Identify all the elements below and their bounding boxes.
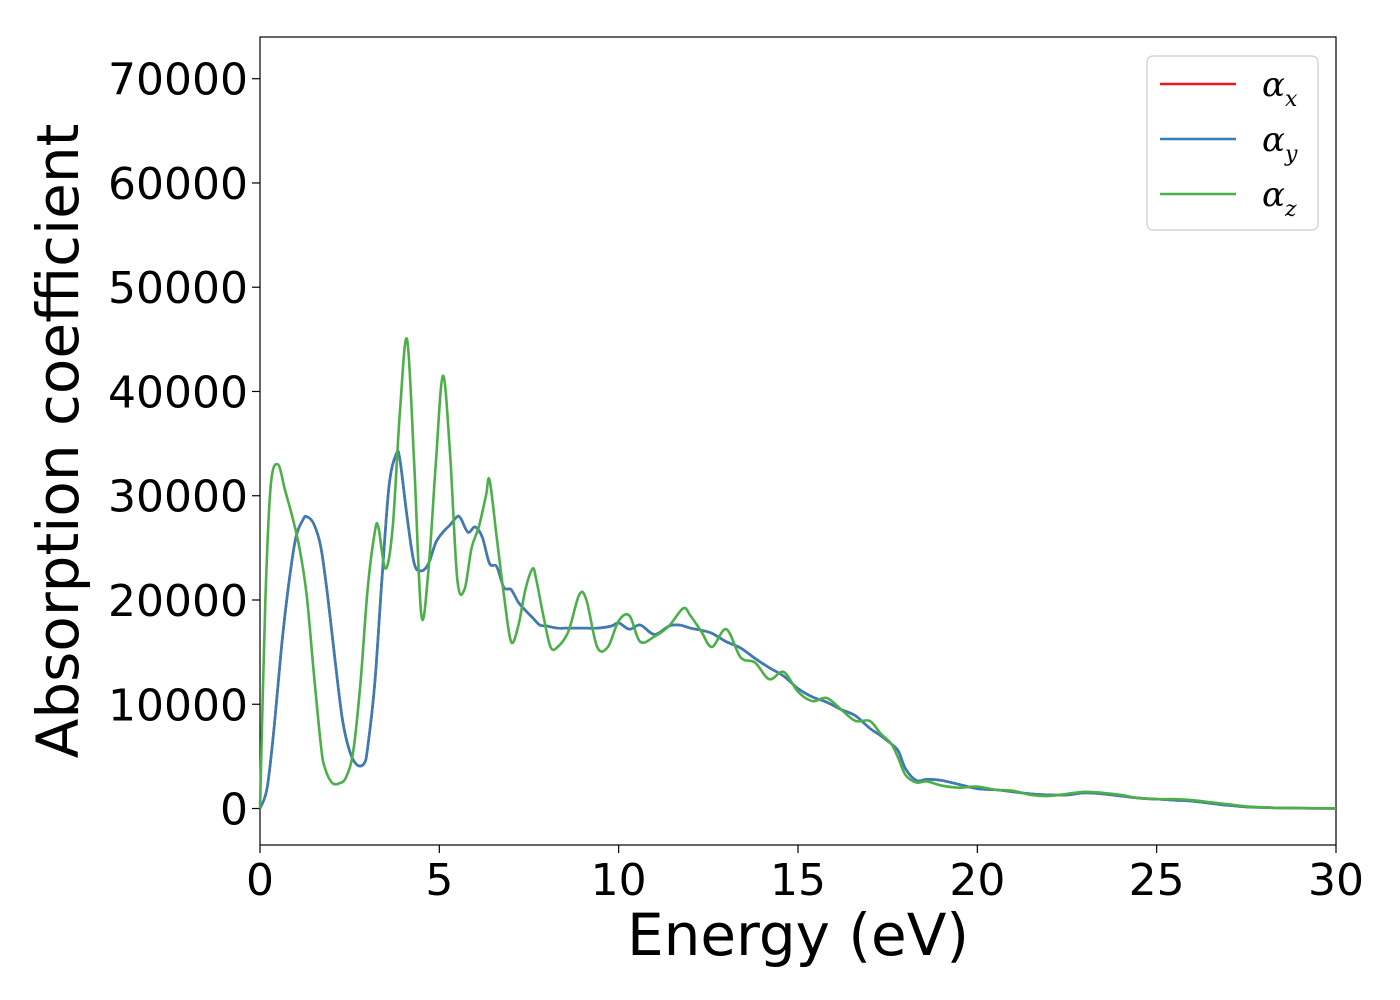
x-axis-title: Energy (eV) bbox=[627, 901, 969, 969]
y-tick-label: 30000 bbox=[108, 472, 248, 523]
series-line-alpha-y bbox=[258, 449, 1337, 810]
y-tick-label: 70000 bbox=[108, 55, 248, 106]
legend: αx αy αz bbox=[1146, 55, 1319, 231]
legend-box bbox=[1146, 55, 1319, 231]
series-line-alpha-x bbox=[258, 449, 1337, 810]
x-tick-label: 10 bbox=[591, 855, 647, 906]
y-tick-label: 60000 bbox=[108, 159, 248, 210]
series-layer bbox=[258, 337, 1337, 810]
x-tick-label: 20 bbox=[949, 855, 1005, 906]
x-tick-label: 5 bbox=[425, 855, 453, 906]
y-tick-label: 20000 bbox=[108, 576, 248, 627]
legend-label-alpha-y: αy bbox=[1262, 120, 1298, 167]
x-tick-label: 25 bbox=[1129, 855, 1185, 906]
x-tick-label: 15 bbox=[770, 855, 826, 906]
y-tick-label: 40000 bbox=[108, 367, 248, 418]
legend-label-alpha-x: αx bbox=[1262, 65, 1298, 112]
y-axis-ticks: 0 10000 20000 30000 40000 50000 60000 70000 bbox=[108, 55, 260, 836]
series-line-alpha-z bbox=[258, 337, 1337, 810]
y-tick-label: 10000 bbox=[108, 680, 248, 731]
x-axis-ticks: 0 5 10 15 20 25 30 bbox=[246, 845, 1364, 906]
x-tick-label: 30 bbox=[1308, 855, 1364, 906]
x-tick-label: 0 bbox=[246, 855, 274, 906]
y-axis-title: Absorption coefficient bbox=[24, 124, 92, 759]
legend-label-alpha-z: αz bbox=[1262, 175, 1297, 222]
y-tick-label: 0 bbox=[220, 785, 248, 836]
y-tick-label: 50000 bbox=[108, 263, 248, 314]
